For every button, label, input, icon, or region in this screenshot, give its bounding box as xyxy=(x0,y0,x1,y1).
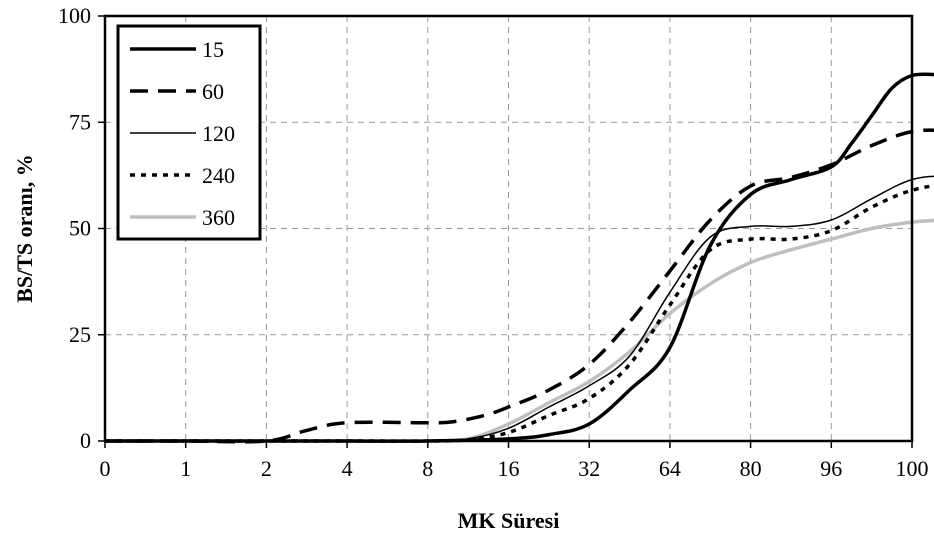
legend: 15 60 120 240 360 xyxy=(116,24,262,241)
legend-label-240: 240 xyxy=(202,163,235,188)
x-tick-label: 100 xyxy=(896,456,929,481)
x-tick-label: 2 xyxy=(261,456,272,481)
x-tick-label: 0 xyxy=(100,456,111,481)
y-tick-label: 25 xyxy=(69,322,91,347)
y-tick-label: 100 xyxy=(58,3,91,28)
x-tick-label: 64 xyxy=(659,456,681,481)
series-line-360 xyxy=(105,218,934,443)
y-tick-label: 75 xyxy=(69,109,91,134)
y-tick-label: 50 xyxy=(69,216,91,241)
y-tick-label: 0 xyxy=(80,428,91,453)
x-axis-title: MK Süresi xyxy=(458,508,560,533)
x-tick-label: 4 xyxy=(342,456,353,481)
x-tick-label: 1 xyxy=(180,456,191,481)
x-tick-label: 96 xyxy=(820,456,842,481)
x-tick-label: 80 xyxy=(740,456,762,481)
x-tick-label: 16 xyxy=(498,456,520,481)
x-tick-label: 8 xyxy=(422,456,433,481)
axis-ticks: 0 1 2 4 8 16 32 64 80 96 100 0 25 50 75 100 xyxy=(58,3,929,481)
legend-label-360: 360 xyxy=(202,205,235,230)
legend-label-120: 120 xyxy=(202,121,235,146)
legend-label-60: 60 xyxy=(202,79,224,104)
series-line-60 xyxy=(105,128,934,444)
x-tick-label: 32 xyxy=(578,456,600,481)
y-axis-title: BS/TS oranı, % xyxy=(12,154,37,303)
legend-label-15: 15 xyxy=(202,37,224,62)
